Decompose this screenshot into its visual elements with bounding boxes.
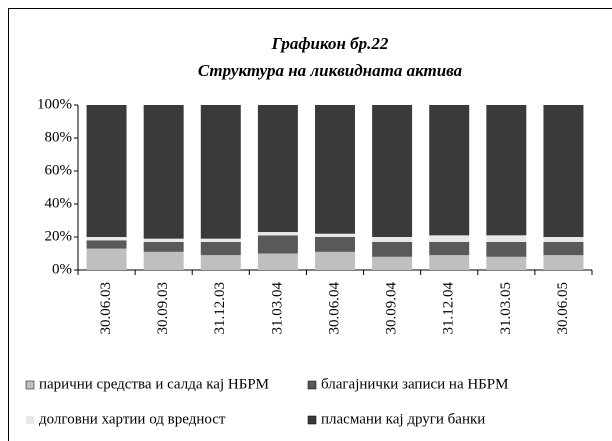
bar-segment bbox=[543, 237, 584, 242]
legend-label: пласмани кај други банки bbox=[321, 411, 485, 427]
legend-swatch bbox=[307, 380, 317, 390]
bar-segment bbox=[200, 105, 241, 239]
y-tick-label: 80% bbox=[45, 129, 73, 145]
bar-segment bbox=[315, 251, 355, 270]
x-tick-label: 30.06.03 bbox=[98, 282, 114, 335]
bar-segment bbox=[257, 253, 298, 270]
x-tick-label: 30.06.04 bbox=[326, 282, 342, 335]
bar-segment bbox=[429, 241, 470, 256]
bar-segment bbox=[315, 233, 355, 237]
legend-label: благајнички записи на НБРМ bbox=[321, 376, 508, 392]
bar-segment bbox=[429, 255, 470, 270]
y-tick-label: 60% bbox=[45, 162, 73, 178]
bar-segment bbox=[372, 256, 413, 270]
bar-segment bbox=[372, 237, 413, 242]
x-tick-label: 30.06.05 bbox=[555, 282, 571, 335]
y-tick-label: 20% bbox=[45, 228, 73, 244]
bar-segment bbox=[486, 105, 527, 236]
bar-segment bbox=[257, 235, 298, 254]
bar-segment bbox=[315, 105, 355, 234]
legend-label: долговни хартии од вредност bbox=[39, 411, 226, 427]
bar-segment bbox=[486, 241, 527, 257]
bar-segment bbox=[486, 256, 527, 270]
bar-segment bbox=[143, 238, 184, 242]
bar-segment bbox=[543, 105, 584, 237]
bar-segment bbox=[372, 241, 413, 257]
bar-segment bbox=[372, 105, 413, 237]
bar-segment bbox=[86, 105, 127, 237]
bar-segment bbox=[257, 105, 298, 233]
bar-segment bbox=[543, 255, 584, 270]
bar-segment bbox=[429, 105, 470, 236]
bar-segment bbox=[86, 248, 127, 270]
bar-segment bbox=[200, 241, 241, 256]
x-tick-label: 31.12.03 bbox=[212, 282, 228, 335]
y-tick-label: 0% bbox=[52, 261, 72, 277]
bar-segment bbox=[429, 235, 470, 242]
legend-swatch bbox=[25, 380, 35, 390]
bar-segment bbox=[86, 240, 127, 249]
bar-segment bbox=[315, 237, 355, 252]
bar-segment bbox=[257, 232, 298, 236]
legend-swatch bbox=[26, 416, 34, 424]
x-tick-label: 31.12.04 bbox=[441, 282, 457, 335]
x-tick-label: 30.09.03 bbox=[155, 282, 171, 335]
bar-segment bbox=[200, 238, 241, 242]
bar-segment bbox=[143, 251, 184, 270]
bar-segment bbox=[200, 255, 241, 270]
bar-segment bbox=[86, 237, 127, 241]
legend-label: парични средства и салда кај НБРМ bbox=[39, 376, 269, 392]
chart-subtitle: Структура на ликвидната актива bbox=[198, 61, 463, 80]
bar-segment bbox=[486, 235, 527, 242]
bar-segment bbox=[543, 241, 584, 256]
x-tick-label: 30.09.04 bbox=[384, 282, 400, 335]
y-tick-label: 40% bbox=[45, 195, 73, 211]
bar-segment bbox=[143, 241, 184, 252]
x-tick-label: 31.03.05 bbox=[498, 282, 514, 335]
chart-title: Графикон бр.22 bbox=[271, 34, 389, 53]
x-tick-label: 31.03.04 bbox=[269, 282, 285, 335]
y-tick-label: 100% bbox=[37, 96, 72, 112]
bar-segment bbox=[143, 105, 184, 239]
legend-swatch bbox=[307, 415, 317, 425]
